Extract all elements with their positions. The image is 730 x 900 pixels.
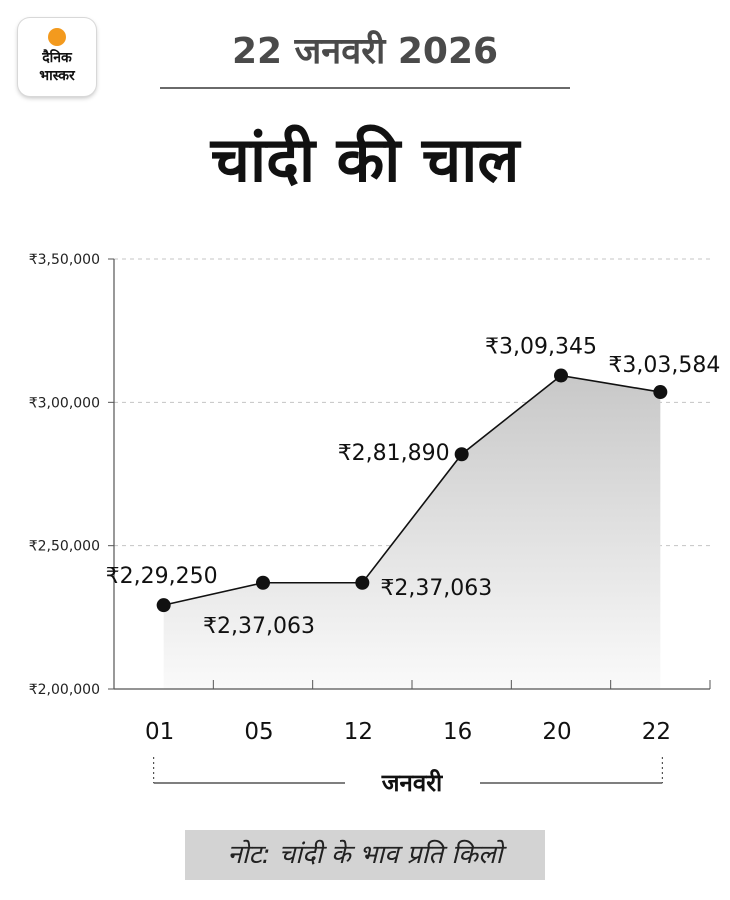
series-line — [163, 374, 661, 606]
x-tick-label: 01 — [145, 719, 174, 745]
brand-logo: दैनिक भास्कर — [18, 18, 96, 96]
data-label: ₹3,03,584 — [608, 353, 720, 378]
y-tick-label: ₹2,50,000 — [29, 539, 100, 555]
data-label: ₹2,37,063 — [380, 576, 492, 601]
silver-price-chart: ₹2,00,000 ₹2,50,000 ₹3,00,000 ₹3,50,000 ₹2,2… — [29, 252, 721, 797]
y-tick-label: ₹2,00,000 — [29, 682, 100, 698]
x-tick-label: 12 — [344, 719, 373, 745]
brand-name-line2: भास्कर — [39, 68, 75, 84]
area-fill — [163, 375, 661, 689]
date-divider — [160, 87, 570, 89]
data-label: ₹2,81,890 — [338, 441, 450, 466]
y-tick-label: ₹3,50,000 — [29, 252, 100, 268]
x-tick-label: 20 — [542, 719, 571, 745]
chart-title: चांदी की चाल — [210, 123, 520, 196]
data-point — [355, 575, 370, 590]
data-label: ₹2,37,063 — [203, 614, 315, 639]
x-tick-label: 05 — [244, 719, 273, 745]
y-tick-label: ₹3,00,000 — [29, 395, 100, 411]
sun-icon — [48, 28, 66, 46]
brand-name-line1: दैनिक — [42, 50, 72, 66]
date-heading: 22 जनवरी 2026 — [231, 31, 499, 72]
data-point — [256, 575, 270, 590]
data-label: ₹3,09,345 — [485, 335, 597, 360]
data-point — [454, 447, 469, 462]
data-point — [156, 598, 171, 613]
data-label: ₹2,29,250 — [106, 564, 218, 589]
data-point — [653, 385, 668, 400]
note-box: नोट: चांदी के भाव प्रति किलो — [185, 830, 545, 880]
note-text: नोट: चांदी के भाव प्रति किलो — [227, 840, 503, 870]
x-tick-label: 22 — [642, 719, 671, 745]
data-point — [554, 368, 568, 383]
x-axis-label: जनवरी — [381, 769, 443, 797]
x-tick-label: 16 — [443, 719, 472, 745]
